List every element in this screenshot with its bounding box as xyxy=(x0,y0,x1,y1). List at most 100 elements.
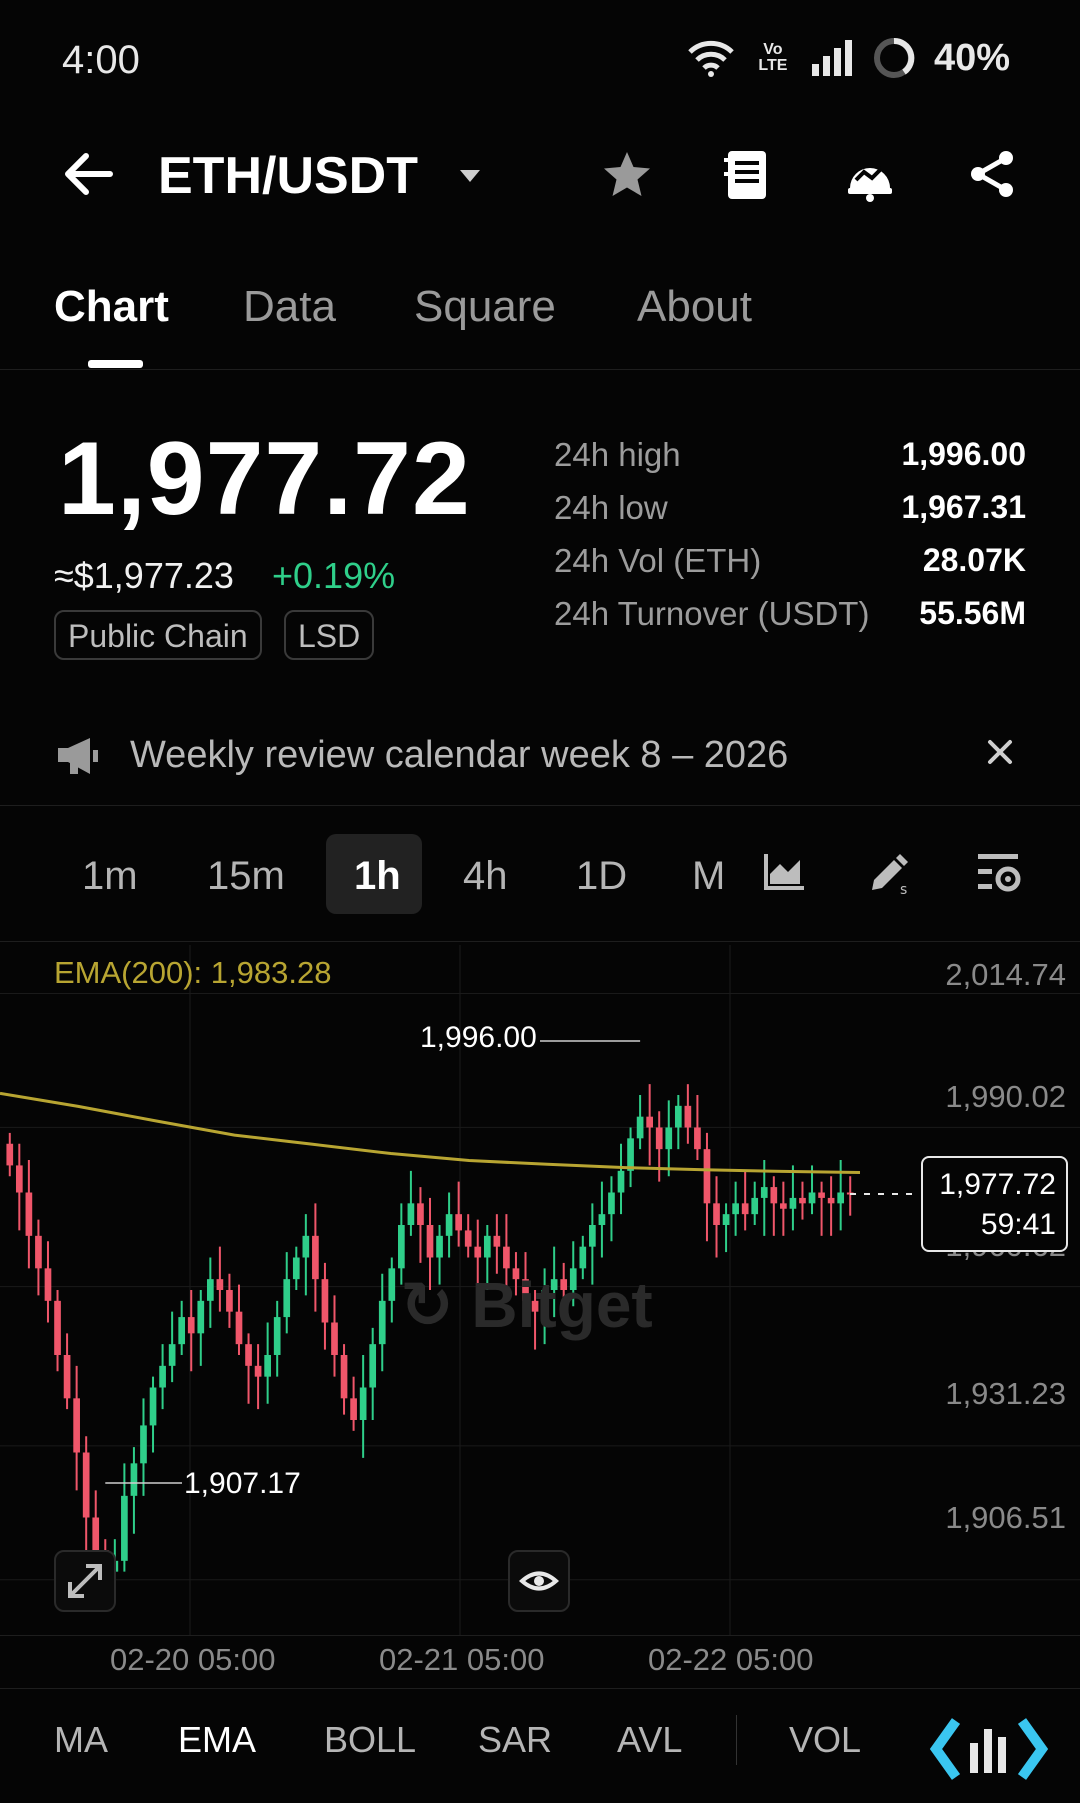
candle-body xyxy=(627,1138,634,1171)
candle-body xyxy=(6,1143,14,1166)
interval-1h[interactable]: 1h xyxy=(354,854,401,898)
alert-bot-icon[interactable] xyxy=(842,148,898,204)
indicator-avl[interactable]: AVL xyxy=(617,1719,683,1760)
candle-body xyxy=(579,1246,587,1269)
chart-settings-icon[interactable] xyxy=(976,852,1022,894)
close-icon[interactable] xyxy=(986,738,1014,766)
tab-chart[interactable]: Chart xyxy=(54,282,169,331)
candle-body xyxy=(703,1149,711,1204)
stat-label: 24h high xyxy=(554,436,681,473)
stat-24h-vol: 24h Vol (ETH) 28.07K xyxy=(554,542,1026,595)
candle-body xyxy=(550,1279,558,1290)
ema-line xyxy=(0,1091,861,1174)
candle-body xyxy=(713,1203,720,1225)
star-icon[interactable] xyxy=(600,148,654,202)
indicator-boll[interactable]: BOLL xyxy=(324,1719,417,1760)
candle-body xyxy=(837,1192,845,1204)
candle-body xyxy=(292,1257,300,1280)
last-price-tag: 1,977.72 59:41 xyxy=(921,1156,1068,1252)
pair-title[interactable]: ETH/USDT xyxy=(158,147,418,205)
candle-body xyxy=(398,1225,405,1269)
candle-body xyxy=(178,1317,186,1345)
interval-15m[interactable]: 15m xyxy=(207,854,285,898)
candle-body xyxy=(206,1279,214,1301)
candle-body xyxy=(121,1495,128,1561)
tag-public-chain[interactable]: Public Chain xyxy=(54,610,262,660)
announcement-banner[interactable]: Weekly review calendar week 8 – 2026 xyxy=(0,716,1080,806)
y-tick: 2,014.74 xyxy=(945,957,1066,992)
candle-body xyxy=(369,1344,377,1388)
candle-body xyxy=(827,1197,835,1204)
indicator-ma[interactable]: MA xyxy=(54,1719,108,1760)
price-chart[interactable]: EMA(200): 1,983.28 2,014.74 1,990.02 1,9… xyxy=(0,945,1080,1635)
candle-body xyxy=(273,1317,281,1355)
candle-body xyxy=(216,1279,224,1290)
candle-body xyxy=(187,1317,195,1334)
tab-square[interactable]: Square xyxy=(414,282,556,331)
candle-body xyxy=(608,1192,615,1215)
candle-body xyxy=(751,1197,759,1215)
indicator-tool-icon[interactable] xyxy=(926,1709,1056,1789)
candle-body xyxy=(760,1187,768,1198)
stat-24h-high: 24h high 1,996.00 xyxy=(554,436,1026,489)
selected-interval-bg xyxy=(326,834,422,914)
stat-label: 24h Vol (ETH) xyxy=(554,542,762,579)
chart-type-icon[interactable] xyxy=(762,852,806,892)
candle-body xyxy=(512,1268,520,1280)
tag-lsd[interactable]: LSD xyxy=(284,610,375,660)
dropdown-caret-icon[interactable] xyxy=(458,168,482,184)
draw-tool-icon[interactable]: s xyxy=(866,852,914,896)
indicator-vol[interactable]: VOL xyxy=(789,1719,862,1760)
candlestick-chart[interactable] xyxy=(0,945,1080,1635)
back-arrow-icon[interactable] xyxy=(62,148,114,200)
candle-body xyxy=(159,1365,166,1388)
candle-body xyxy=(483,1235,491,1258)
status-bar: 4:00 Vo LTE 40% xyxy=(0,0,1080,120)
main-tabs: Chart Data Square About xyxy=(0,270,1080,370)
candle-body xyxy=(302,1235,310,1258)
stat-label: 24h Turnover (USDT) xyxy=(554,595,870,632)
x-axis: 02-20 05:00 02-21 05:00 02-22 05:00 xyxy=(0,1635,1080,1687)
candle-body xyxy=(63,1355,71,1399)
pair-header: ETH/USDT xyxy=(0,130,1080,220)
price-change: +0.19% xyxy=(272,555,396,596)
candle-body xyxy=(283,1279,291,1318)
candle-body xyxy=(149,1387,157,1426)
interval-1m[interactable]: 1m xyxy=(82,854,138,898)
banner-text[interactable]: Weekly review calendar week 8 – 2026 xyxy=(130,734,789,776)
y-tick: 1,931.23 xyxy=(945,1376,1066,1411)
high-marker-label: 1,996.00 xyxy=(420,1021,537,1054)
candle-body xyxy=(407,1203,415,1225)
candle-body xyxy=(569,1268,577,1290)
indicator-bar: MA EMA BOLL SAR AVL VOL xyxy=(0,1688,1080,1803)
candle-body xyxy=(140,1425,147,1464)
active-tab-indicator xyxy=(88,360,143,368)
x-tick: 02-21 05:00 xyxy=(379,1642,545,1677)
candle-body xyxy=(780,1203,787,1209)
candle-body xyxy=(799,1197,806,1204)
interval-more[interactable]: M xyxy=(692,854,726,898)
tab-about[interactable]: About xyxy=(637,282,752,331)
candle-body xyxy=(531,1300,539,1312)
candle-body xyxy=(331,1322,338,1355)
candle-body xyxy=(522,1279,529,1301)
fullscreen-button[interactable] xyxy=(54,1550,116,1612)
megaphone-icon xyxy=(58,738,98,774)
bitget-watermark: ↻ Bitget xyxy=(400,1268,653,1343)
bitget-logo-icon: ↻ xyxy=(400,1269,454,1341)
stat-24h-turnover: 24h Turnover (USDT) 55.56M xyxy=(554,595,1026,648)
volte-icon: Vo LTE xyxy=(758,41,788,74)
candle-body xyxy=(35,1235,42,1269)
candle-body xyxy=(235,1311,243,1345)
interval-1d[interactable]: 1D xyxy=(576,854,628,898)
low-marker-label: 1,907.17 xyxy=(184,1467,301,1500)
indicator-ema[interactable]: EMA xyxy=(178,1719,257,1760)
watermark-text: Bitget xyxy=(471,1269,653,1341)
candle-body xyxy=(359,1387,367,1420)
share-icon[interactable] xyxy=(966,148,1018,200)
interval-4h[interactable]: 4h xyxy=(463,854,508,898)
notebook-icon[interactable] xyxy=(722,148,772,202)
tab-data[interactable]: Data xyxy=(243,282,336,331)
visibility-toggle-button[interactable] xyxy=(508,1550,570,1612)
indicator-sar[interactable]: SAR xyxy=(478,1719,553,1760)
